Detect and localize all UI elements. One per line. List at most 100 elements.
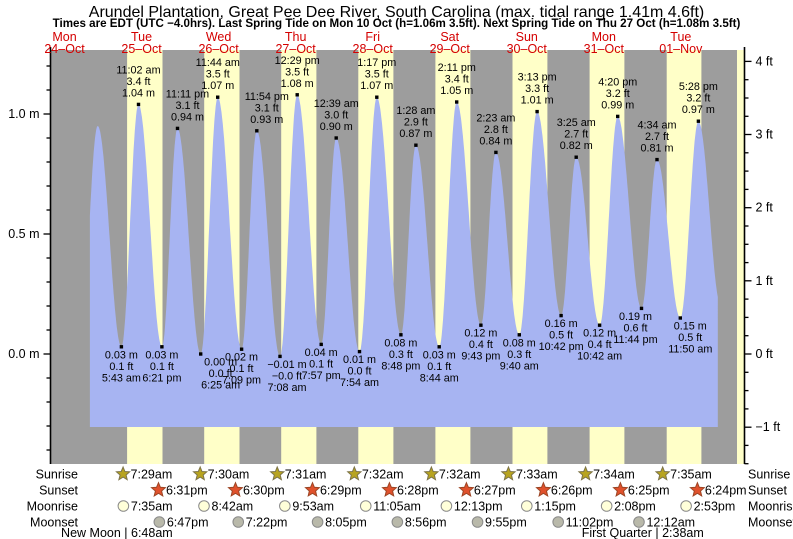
moonset-time: 12:12am — [646, 516, 695, 530]
low-tide-annotation-line: 0.4 ft — [588, 339, 612, 351]
high-tide-annotation-line: 4:34 am — [637, 120, 676, 132]
sunrise-icon — [654, 465, 671, 481]
tide-extreme-dot — [357, 349, 362, 354]
tide-extreme-dot — [574, 155, 578, 159]
low-tide-annotation-line: 0.1 ft — [150, 361, 174, 373]
high-tide-annotation-line: 0.82 m — [560, 140, 593, 152]
page-title: Arundel Plantation, Great Pee Dee River,… — [88, 4, 705, 21]
tide-extreme-dot — [678, 316, 682, 320]
high-tide-annotation-line: 0.87 m — [399, 128, 432, 140]
sunrise-icon — [115, 465, 131, 481]
moonrise-icon — [198, 500, 210, 512]
sunrise-time: 7:33am — [516, 468, 558, 482]
tide-extreme-dot — [278, 354, 282, 359]
sunrise-icon — [269, 465, 286, 481]
sunset-time: 6:28pm — [397, 484, 439, 498]
high-tide-annotation-line: 3.0 ft — [324, 110, 348, 122]
sunset-time: 6:24pm — [705, 484, 747, 498]
low-tide-annotation-line: 11:44 pm — [613, 334, 657, 346]
moonrise-icon — [680, 500, 692, 512]
tide-extreme-dot — [175, 126, 180, 131]
high-tide-annotation-line: 3.1 ft — [255, 102, 279, 114]
daylight-band — [737, 50, 745, 464]
day-label-weekday: Mon — [592, 30, 616, 44]
astro-row-label-left: Sunset — [39, 484, 78, 498]
moonset-time: 7:22pm — [246, 516, 288, 530]
low-tide-annotation-line: 0.1 ft — [427, 361, 451, 373]
day-label-date: 31–Oct — [584, 42, 625, 56]
high-tide-annotation-line: 3.5 ft — [285, 66, 309, 78]
tide-extreme-dot — [399, 333, 403, 337]
high-tide-annotation-line: 0.97 m — [682, 104, 715, 116]
moonrise-icon — [279, 500, 291, 512]
high-tide-annotation-line: 3:13 pm — [518, 72, 557, 84]
tide-extreme-dot — [334, 136, 338, 140]
high-tide-annotation-line: 2.9 ft — [404, 117, 428, 129]
sunrise-icon — [500, 465, 517, 481]
tide-extreme-dot — [414, 143, 418, 147]
low-tide-annotation-line: 6:21 pm — [142, 372, 181, 384]
sunrise-icon — [346, 465, 363, 481]
tide-extreme-dot — [239, 347, 244, 351]
high-tide-annotation-line: 0.81 m — [640, 143, 673, 155]
moonrise-time: 12:13pm — [454, 500, 503, 514]
sunrise-time: 7:32am — [362, 468, 404, 482]
moonset-time: 8:05pm — [325, 516, 367, 530]
astro-row-label-left: Sunrise — [36, 468, 78, 482]
day-label-date: 29–Oct — [430, 42, 471, 56]
low-tide-annotation-line: 0.5 ft — [549, 330, 573, 342]
moonrise-time: 2:08pm — [614, 500, 656, 514]
tide-extreme-dot — [494, 150, 498, 155]
tide-extreme-dot — [255, 129, 259, 133]
high-tide-annotation-line: 3.2 ft — [686, 93, 710, 105]
high-tide-annotation-line: 1.07 m — [360, 80, 393, 92]
astro-rows: Sunrise Sunrise 7:29am 7:30am 7:31am 7:32am 7:… — [27, 465, 793, 539]
sunrise-time: 7:29am — [131, 468, 173, 482]
high-tide-annotation-line: 3.4 ft — [445, 74, 469, 86]
moonset-time: 8:56pm — [405, 516, 447, 530]
moon-phase-label: First Quarter | 2:38am — [582, 526, 704, 539]
sunset-time: 6:31pm — [166, 484, 208, 498]
low-tide-annotation-line: 0.0 ft — [348, 366, 372, 378]
day-label-weekday: Tue — [131, 30, 152, 44]
high-tide-annotation-line: 0.93 m — [250, 114, 283, 126]
right-axis-tick-label: 0 ft — [756, 347, 774, 361]
moonset-icon — [153, 516, 166, 528]
astro-row-label-right: Moonset — [748, 516, 793, 530]
tide-extreme-dot — [216, 95, 220, 99]
low-tide-annotation-line: 0.1 ft — [230, 363, 254, 375]
day-label-date: 24–Oct — [44, 42, 85, 56]
low-tide-annotation-line: 0.1 ft — [109, 361, 133, 373]
moonset-icon — [552, 516, 564, 528]
high-tide-annotation-line: 11:44 am — [196, 57, 240, 69]
sunrise-icon — [192, 465, 209, 481]
sunset-icon — [689, 481, 706, 497]
sunset-icon — [150, 481, 167, 497]
day-label-date: 27–Oct — [275, 42, 316, 56]
sunset-icon — [381, 481, 398, 497]
astro-row-label-right: Sunset — [748, 484, 787, 498]
low-tide-annotation-line: 8:44 am — [420, 372, 459, 384]
high-tide-annotation-line: 3.4 ft — [126, 76, 150, 88]
moonrise-time: 8:42am — [212, 500, 254, 514]
right-axis-tick-label: 4 ft — [756, 54, 774, 68]
tide-extreme-dot — [616, 114, 620, 119]
sunset-time: 6:27pm — [474, 484, 516, 498]
high-tide-annotation-line: 1.01 m — [521, 95, 554, 107]
day-label-weekday: Sun — [516, 30, 538, 44]
low-tide-annotation-line: 5:43 am — [102, 372, 141, 384]
tide-extreme-dot — [597, 323, 602, 327]
moonset-time: 11:02pm — [566, 516, 614, 530]
tide-water-area — [89, 94, 718, 428]
left-axis-tick-label: 0.0 m — [8, 347, 39, 361]
day-label-weekday: Sat — [440, 30, 459, 44]
astro-row-label-left: Moonrise — [27, 500, 78, 514]
left-axis-tick-label: 0.5 m — [8, 227, 39, 241]
high-tide-annotation-line: 3.2 ft — [606, 88, 630, 100]
day-label-weekday: Tue — [670, 30, 691, 44]
high-tide-annotation-line: 4:20 pm — [598, 76, 637, 88]
low-tide-annotation-line: 0.19 m — [619, 311, 652, 323]
high-tide-annotation-line: 3.3 ft — [525, 83, 549, 95]
high-tide-annotation-line: 5:28 pm — [679, 81, 718, 93]
